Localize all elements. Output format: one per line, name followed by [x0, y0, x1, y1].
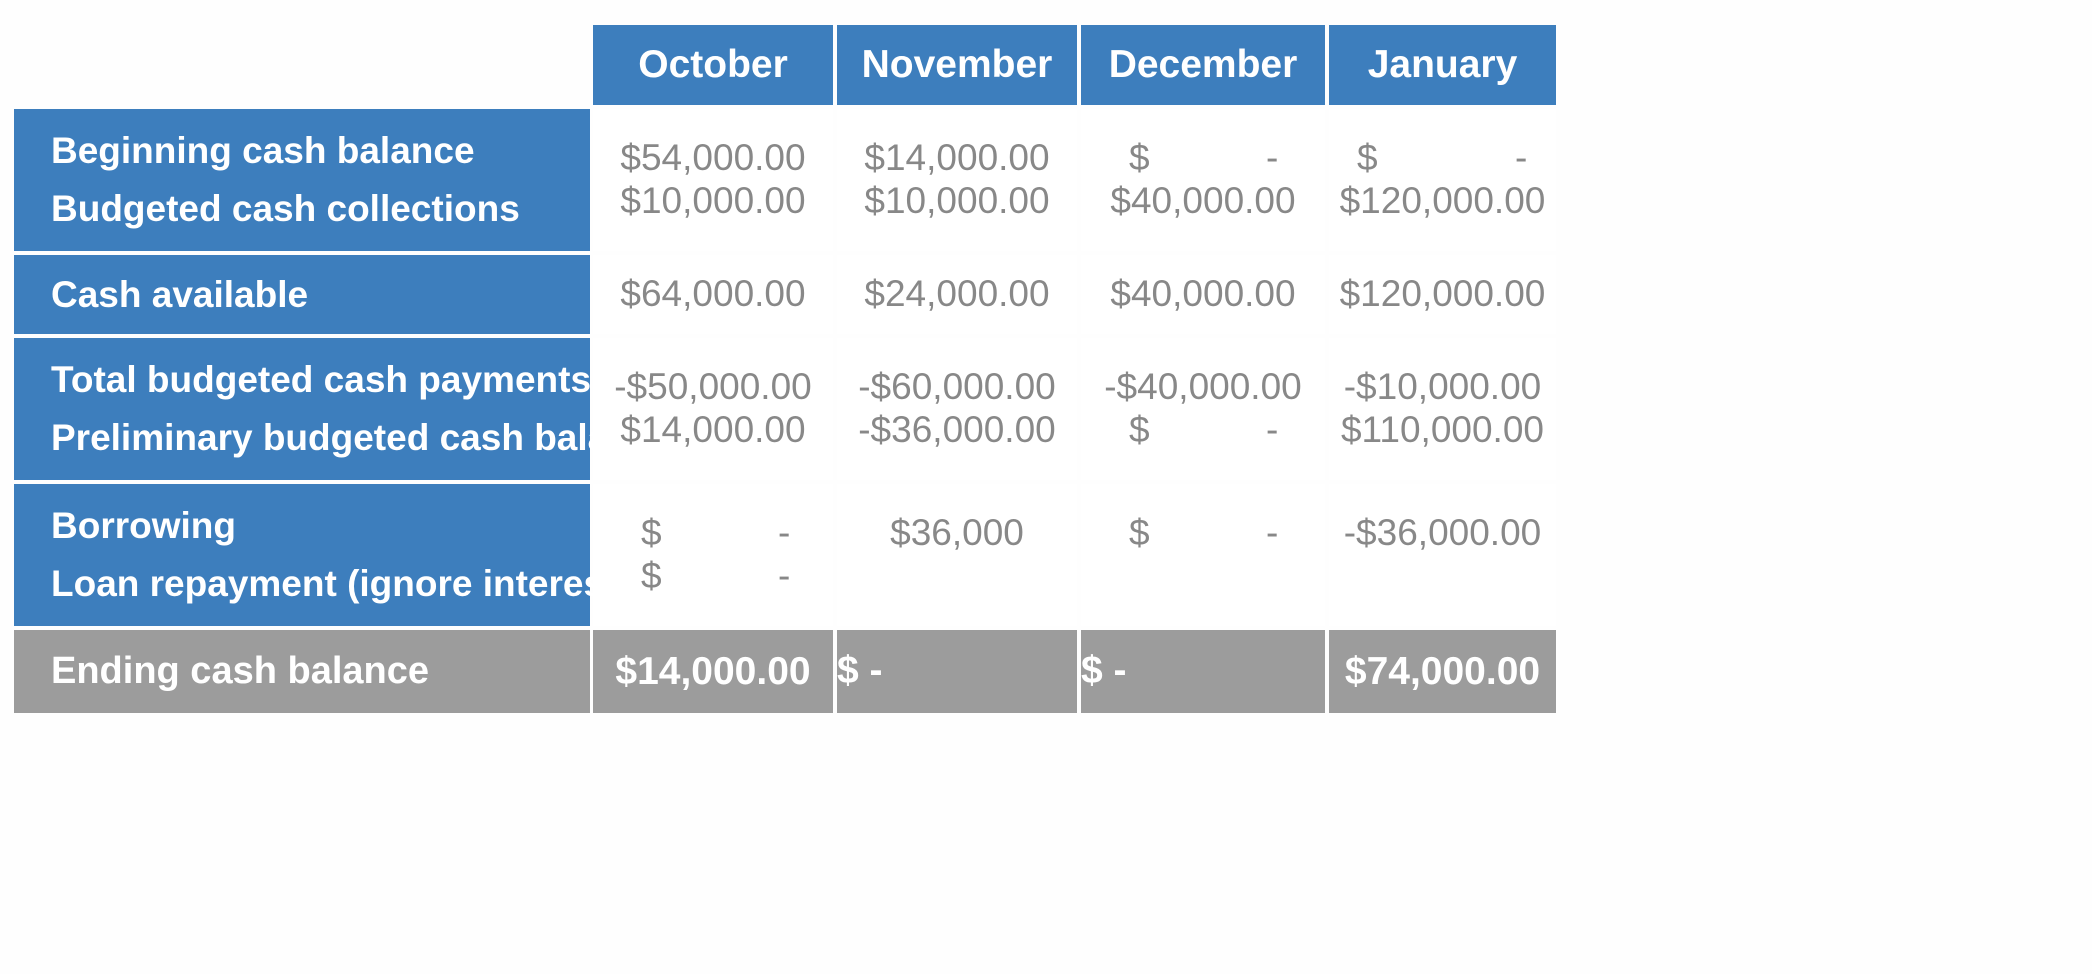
column-header-label: October: [638, 43, 788, 86]
cell-december-group3: -$40,000.00 $ -: [1081, 338, 1325, 480]
currency-symbol: $: [1129, 137, 1150, 178]
column-header-january: January: [1329, 25, 1556, 105]
cell-november-group4: $36,000: [837, 484, 1077, 626]
column-header-october: October: [593, 25, 833, 105]
cell-november-group1: $14,000.00 $10,000.00: [837, 109, 1077, 251]
currency-symbol: $: [837, 649, 859, 692]
nil-dash: -: [869, 649, 883, 692]
cell-value: $120,000.00: [1339, 180, 1546, 221]
cell-january-ending: $74,000.00: [1329, 630, 1556, 713]
cell-value: $120,000.00: [1339, 273, 1546, 314]
row-label: Beginning cash balance: [51, 130, 475, 171]
currency-symbol: $: [641, 555, 662, 596]
row-label: Budgeted cash collections: [51, 188, 520, 229]
ending-balance-label: Ending cash balance: [14, 630, 590, 713]
cell-value: $ -: [1081, 504, 1325, 562]
cell-october-group3: -$50,000.00 $14,000.00: [593, 338, 833, 480]
cell-value: -$40,000.00: [1104, 366, 1302, 407]
column-header-december: December: [1081, 25, 1325, 105]
cell-january-group2: $120,000.00: [1329, 255, 1556, 334]
cell-december-group1: $ - $40,000.00: [1081, 109, 1325, 251]
cell-value: $74,000.00: [1344, 649, 1541, 693]
row-group-label-cash-available: Cash available: [14, 255, 590, 334]
row-group-label-payments: Total budgeted cash payments Preliminary…: [14, 338, 672, 480]
row-label: Borrowing: [51, 505, 236, 546]
cell-value: -$60,000.00: [858, 366, 1056, 407]
cell-value: $14,000.00: [615, 649, 811, 693]
row-label: Preliminary budgeted cash balance: [51, 417, 672, 458]
column-header-label: January: [1367, 43, 1518, 86]
currency-symbol: $: [641, 512, 662, 553]
cell-january-group4: -$36,000.00: [1329, 484, 1556, 626]
cell-value: -$36,000.00: [858, 409, 1056, 450]
cell-value: $40,000.00: [1110, 180, 1296, 221]
nil-dash: -: [1266, 512, 1279, 553]
column-header-label: November: [861, 43, 1053, 86]
cell-value: $14,000.00: [620, 409, 806, 450]
nil-dash: -: [778, 512, 791, 553]
cell-october-group1: $54,000.00 $10,000.00: [593, 109, 833, 251]
nil-dash: -: [1266, 137, 1279, 178]
column-header-november: November: [837, 25, 1077, 105]
nil-dash: -: [778, 555, 791, 596]
row-group-label-financing: Borrowing Loan repayment (ignore interes…: [14, 484, 629, 626]
cell-value: $64,000.00: [620, 273, 806, 314]
column-header-label: December: [1108, 43, 1298, 86]
nil-dash: -: [1113, 649, 1127, 692]
row-label: Ending cash balance: [51, 650, 429, 692]
cell-value: $ -: [837, 642, 1077, 700]
cell-value: $ -: [1081, 129, 1325, 187]
cell-january-group3: -$10,000.00 $110,000.00: [1329, 338, 1556, 480]
cell-october-group2: $64,000.00: [593, 255, 833, 334]
cell-value: -$10,000.00: [1343, 366, 1542, 407]
cell-december-group4: $ -: [1081, 484, 1325, 626]
cell-value: $54,000.00: [620, 137, 806, 178]
cell-value: $36,000: [890, 512, 1024, 553]
cell-december-ending: $ -: [1081, 630, 1325, 713]
cell-value: $110,000.00: [1340, 409, 1544, 450]
currency-symbol: $: [1081, 649, 1103, 692]
row-label: Total budgeted cash payments: [51, 359, 592, 400]
cell-value: $ -: [593, 547, 833, 605]
cell-value: $ -: [593, 504, 833, 562]
cell-value: $ -: [1081, 642, 1325, 700]
row-label: Cash available: [51, 273, 309, 315]
cell-december-group2: $40,000.00: [1081, 255, 1325, 334]
cell-january-group1: $ - $120,000.00: [1329, 109, 1556, 251]
row-label: Loan repayment (ignore interest): [51, 563, 629, 604]
cell-november-group3: -$60,000.00 -$36,000.00: [837, 338, 1077, 480]
cell-value: $10,000.00: [864, 180, 1050, 221]
currency-symbol: $: [1357, 137, 1378, 178]
currency-symbol: $: [1129, 512, 1150, 553]
cell-value: -$50,000.00: [614, 366, 812, 407]
cell-value: $24,000.00: [864, 273, 1050, 314]
nil-dash: -: [1266, 409, 1279, 450]
cell-value: $40,000.00: [1110, 273, 1296, 314]
cell-value: $14,000.00: [864, 137, 1050, 178]
cell-november-group2: $24,000.00: [837, 255, 1077, 334]
cell-value: $ -: [1081, 401, 1325, 459]
nil-dash: -: [1515, 137, 1528, 178]
cell-november-ending: $ -: [837, 630, 1077, 713]
cell-october-group4: $ - $ -: [593, 484, 833, 626]
cell-value: $10,000.00: [620, 180, 806, 221]
cell-value: -$36,000.00: [1343, 512, 1542, 553]
row-group-label-beginning: Beginning cash balance Budgeted cash col…: [14, 109, 590, 251]
currency-symbol: $: [1129, 409, 1150, 450]
cell-value: $ -: [1329, 129, 1556, 187]
cell-october-ending: $14,000.00: [593, 630, 833, 713]
